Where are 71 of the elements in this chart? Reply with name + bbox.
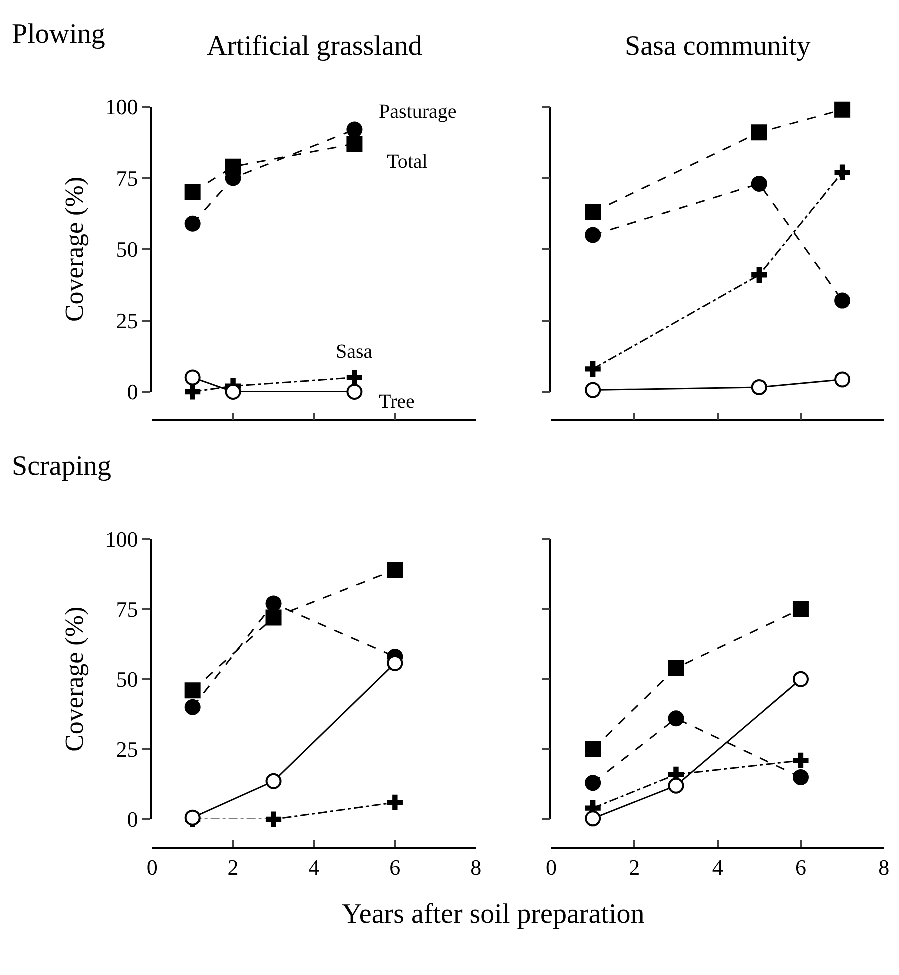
x-axis-title: Years after soil preparation (342, 899, 645, 930)
series-label: Sasa (336, 341, 373, 363)
chart-title: Artificial grassland (207, 31, 422, 62)
x-tick-label: 0 (146, 855, 158, 880)
point (585, 227, 602, 244)
point (792, 671, 809, 688)
y-tick-label: 25 (116, 737, 138, 762)
point (387, 794, 403, 810)
point (184, 216, 201, 232)
x-tick-label: 4 (712, 855, 724, 880)
point (585, 204, 602, 220)
x-tick-label: 2 (228, 855, 239, 880)
point (266, 596, 282, 612)
text: Plowing (12, 19, 106, 50)
point (668, 778, 684, 794)
point (184, 682, 201, 699)
x-tick-label: 2 (629, 855, 640, 880)
y-tick-label: 100 (105, 94, 138, 120)
point (387, 655, 404, 672)
chart-title: Sasa community (625, 31, 811, 62)
y-tick-label: 100 (105, 526, 138, 552)
point (184, 699, 201, 716)
point (266, 610, 282, 626)
point (585, 775, 602, 792)
point (585, 361, 601, 377)
y-axis-title: Coverage (%) (60, 176, 90, 322)
y-axis-title: Coverage (%) (60, 606, 90, 752)
point (834, 102, 851, 118)
point (793, 752, 809, 768)
x-tick-label: 6 (795, 855, 806, 880)
point (752, 267, 768, 283)
point (792, 601, 809, 618)
point (346, 136, 363, 152)
y-tick-label: 50 (116, 667, 138, 692)
point (266, 812, 282, 828)
y-tick-label: 75 (116, 597, 138, 622)
point (751, 176, 768, 192)
point (184, 370, 201, 386)
point (834, 164, 850, 180)
point (792, 769, 809, 786)
point (184, 184, 201, 200)
x-tick-label: 8 (878, 855, 890, 880)
point (668, 710, 684, 727)
y-tick-label: 75 (116, 166, 138, 191)
point (834, 372, 851, 388)
point (346, 122, 363, 138)
point (346, 384, 363, 400)
y-tick-label: 25 (116, 308, 138, 334)
point (751, 379, 768, 396)
series-label: Total (387, 151, 428, 173)
point (751, 124, 768, 141)
point (585, 741, 602, 758)
y-tick-label: 0 (127, 807, 138, 832)
x-tick-label: 6 (390, 855, 401, 880)
y-tick-label: 0 (127, 380, 138, 405)
point (266, 773, 282, 790)
point (668, 660, 684, 676)
series-label: Tree (379, 391, 416, 413)
y-tick-label: 50 (116, 237, 138, 262)
point (387, 562, 404, 578)
series-label: Pasturage (379, 101, 457, 123)
point (834, 292, 851, 309)
point (585, 810, 602, 827)
x-tick-label: 0 (546, 855, 558, 880)
text: Scraping (12, 451, 112, 482)
point (185, 384, 201, 400)
point (346, 370, 363, 386)
x-tick-label: 4 (308, 855, 320, 880)
x-tick-label: 8 (470, 855, 482, 880)
point (585, 382, 602, 398)
point (225, 384, 242, 400)
